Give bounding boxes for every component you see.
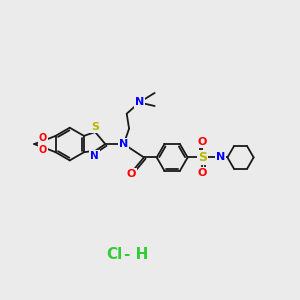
Text: N: N [119,139,128,149]
Text: O: O [198,168,207,178]
Text: O: O [39,133,47,143]
Text: S: S [198,151,207,164]
Text: O: O [39,145,47,155]
Text: O: O [198,137,207,147]
Text: N: N [135,98,144,107]
Text: O: O [127,169,136,179]
Text: N: N [90,151,99,161]
Text: - H: - H [124,247,149,262]
Text: Cl: Cl [106,247,122,262]
Text: N: N [216,152,226,162]
Text: S: S [91,122,99,132]
